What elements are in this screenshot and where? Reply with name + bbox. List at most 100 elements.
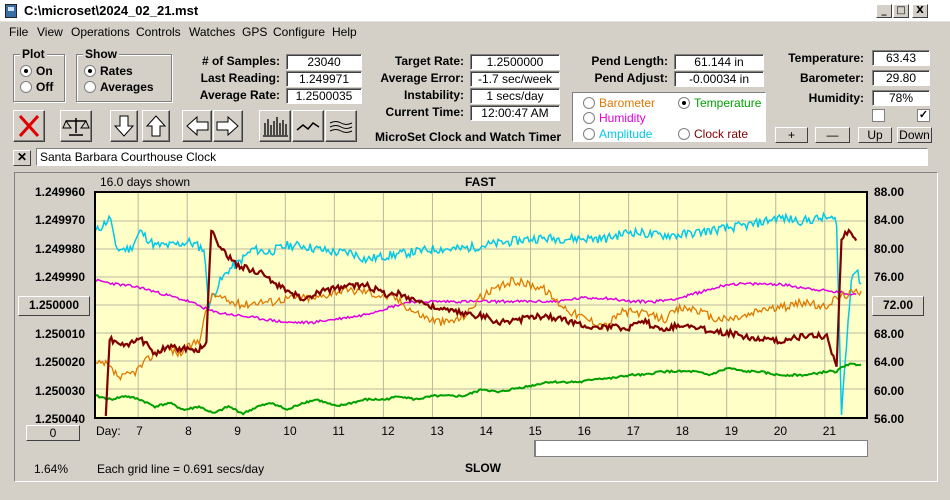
sensor-radio-barometer[interactable]: Barometer [583,96,655,110]
y-left-tick: 1.249970 [34,213,85,227]
clear-name-button[interactable]: ✕ [13,150,31,166]
average-error-field: -1.7 sec/week [470,71,560,87]
menu-configure[interactable]: Configure [273,25,326,39]
menu-bar: File View Operations Controls Watches GP… [0,22,950,42]
x-tick-label: 9 [234,424,241,438]
plot-off-radio[interactable]: Off [20,80,53,94]
checkbox-1[interactable] [872,109,885,122]
scroll-right-button[interactable] [213,110,243,142]
slow-label: SLOW [465,461,501,475]
series-line-amplitude [96,211,862,415]
zero-button[interactable]: 0 [26,425,80,441]
sensor-radio-temperature[interactable]: Temperature [678,96,761,110]
sensor-radio-clock-rate[interactable]: Clock rate [678,127,748,141]
x-tick-label: 8 [185,424,192,438]
minimize-button[interactable]: _ [876,4,892,18]
fast-label: FAST [465,175,496,189]
show-group-title: Show [83,47,119,61]
menu-operations[interactable]: Operations [71,25,130,39]
plot-group-title: Plot [20,47,47,61]
temperature-label: Temperature: [788,51,864,65]
menu-controls[interactable]: Controls [136,25,181,39]
current-time-field: 12:00:47 AM [470,105,560,121]
scale-minus-button[interactable]: — [815,127,850,143]
bar-view-button[interactable] [259,110,291,142]
y-right-tick: 60.00 [874,384,905,398]
show-group: Show [76,47,172,102]
show-averages-radio[interactable]: Averages [84,80,154,94]
smooth-view-button[interactable] [325,110,357,142]
x-tick-label: 13 [430,424,444,438]
plot-on-radio[interactable]: On [20,64,53,78]
center-sensor-button[interactable]: 72.00 [872,296,924,316]
app-subtitle: MicroSet Clock and Watch Timer [375,130,562,144]
arrow-right-icon [216,115,239,137]
checkbox-2[interactable]: ✓ [917,109,930,122]
sensor-label-temperature: Temperature [694,96,762,110]
menu-view[interactable]: View [37,25,63,39]
window-title: C:\microset\2024_02_21.mst [24,3,199,18]
target-rate-field[interactable]: 1.2500000 [470,54,560,70]
show-averages-label: Averages [100,80,154,94]
clock-name-field[interactable]: Santa Barbara Courthouse Clock [36,148,928,166]
menu-gps[interactable]: GPS [242,25,268,39]
x-tick-label: 11 [332,424,345,438]
y-left-tick: 1.250010 [34,327,85,341]
clear-button[interactable] [13,110,45,142]
radio-unselected-icon [583,112,595,124]
scroll-left-button[interactable] [182,110,212,142]
radio-unselected-icon [583,97,595,109]
x-tick-label: 18 [675,424,689,438]
maximize-button[interactable]: □ [893,4,909,18]
grid-note: Each grid line = 0.691 secs/day [97,462,265,476]
line-view-button[interactable] [292,110,324,142]
scroll-down-button[interactable]: Down [897,127,932,143]
show-rates-radio[interactable]: Rates [84,64,133,78]
last-reading-field: 1.249971 [286,71,362,87]
scroll-thumb[interactable] [535,441,536,456]
arrow-down-icon [113,115,135,137]
bar-graph-icon [263,117,288,137]
scroll-up-arrow-button[interactable] [142,110,170,142]
y-right-tick: 80.00 [874,242,905,256]
y-right-tick: 88.00 [874,185,905,199]
radio-unselected-icon [678,128,690,140]
y-left-tick: 1.250040 [34,412,85,426]
x-tick-label: 7 [136,424,143,438]
scroll-down-arrow-button[interactable] [110,110,138,142]
sensor-radio-amplitude[interactable]: Amplitude [583,127,652,141]
title-bar: C:\microset\2024_02_21.mst _ □ X [0,0,950,22]
y-left-tick: 1.249990 [34,270,85,284]
sensor-label-barometer: Barometer [599,96,656,110]
sensor-label-amplitude: Amplitude [599,127,653,141]
instability-field: 1 secs/day [470,88,560,104]
y-right-tick: 64.00 [874,355,905,369]
center-rate-button[interactable]: 1.250000 [18,296,90,316]
scroll-up-button[interactable]: Up [858,127,892,143]
num-samples-label: # of Samples: [201,54,280,68]
y-right-tick: 56.00 [874,412,905,426]
series-line-temperature [96,362,862,416]
pend-adjust-label: Pend Adjust: [594,71,668,85]
current-time-label: Current Time: [385,105,464,119]
series-line-clock-rate [104,228,858,416]
x-tick-label: 14 [479,424,493,438]
num-samples-field: 23040 [286,54,362,70]
close-button[interactable]: X [912,4,928,18]
pend-length-field[interactable]: 61.144 in [674,54,764,70]
sensor-radio-humidity[interactable]: Humidity [583,111,646,125]
balance-button[interactable] [60,110,92,142]
scale-plus-button[interactable]: + [775,127,808,143]
horizontal-scrollbar[interactable] [534,440,868,457]
y-left-tick: 1.250030 [34,384,85,398]
chart-panel [14,172,938,482]
menu-help[interactable]: Help [332,25,357,39]
plot-area[interactable] [94,191,868,419]
sensor-label-humidity: Humidity [599,111,646,125]
radio-selected-icon [84,65,96,77]
pend-adjust-field: -0.00034 in [674,71,764,87]
menu-file[interactable]: File [9,25,29,39]
last-reading-label: Last Reading: [200,71,280,85]
menu-watches[interactable]: Watches [189,25,236,39]
app-icon[interactable] [5,4,17,18]
